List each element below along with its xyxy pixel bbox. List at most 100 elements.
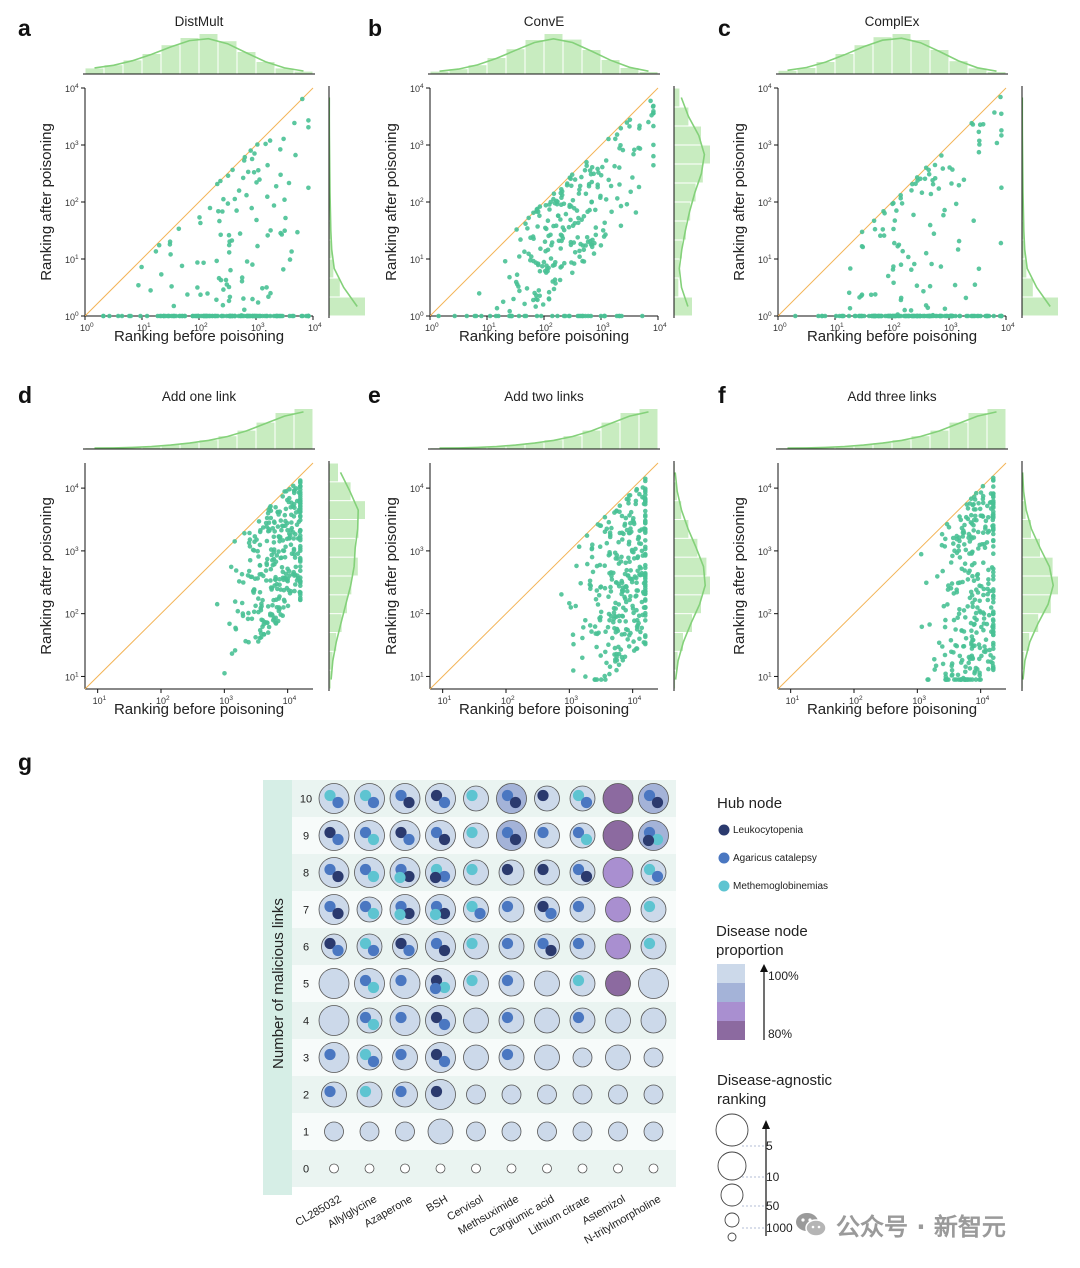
scatter-point (961, 644, 966, 649)
x-tick-base: 10 (773, 323, 783, 333)
scatter-point (233, 626, 239, 632)
scatter-point (940, 661, 946, 667)
scatter-point (620, 658, 626, 663)
scatter-point (265, 194, 270, 199)
scatter-point (906, 254, 911, 260)
scatter-point (292, 588, 297, 594)
hub-dot (324, 900, 336, 913)
scatter-point (257, 313, 263, 319)
scatter-point (246, 568, 252, 574)
scatter-point (637, 491, 642, 497)
scatter-point (991, 313, 997, 319)
scatter-point (638, 629, 643, 635)
scatter-point (266, 294, 271, 300)
scatter-point (941, 603, 947, 609)
scatter-point (284, 489, 289, 494)
scatter-point (973, 665, 979, 671)
scatter-point (576, 220, 581, 226)
hub-dot (395, 1085, 407, 1098)
scatter-point (634, 575, 639, 581)
right-histogram-bar (329, 520, 359, 538)
scatter-point (973, 490, 979, 496)
scatter-point (265, 556, 270, 562)
bubble (318, 1005, 350, 1036)
scatter-point (970, 573, 975, 579)
right-histogram-bar (674, 240, 682, 259)
scatter-point (511, 296, 516, 302)
scatter-point (623, 584, 628, 590)
scatter-point (265, 630, 271, 635)
scatter-point (582, 168, 588, 173)
scatter-point (640, 313, 645, 319)
hub-dot (580, 870, 593, 883)
hub-dot (332, 870, 344, 883)
scatter-point (291, 514, 297, 519)
scatter-point (927, 222, 933, 228)
scatter-point (932, 162, 938, 168)
scatter-point (603, 197, 609, 202)
scatter-point (243, 638, 248, 644)
hub-dot (395, 1048, 407, 1061)
x-tick-exponent: 2 (511, 695, 515, 702)
scatter-point (287, 533, 293, 538)
scatter-point (634, 588, 639, 593)
scatter-point (998, 240, 1004, 246)
top-histogram-bar (180, 443, 199, 449)
scatter-point (268, 290, 273, 296)
scatter-point (967, 595, 973, 601)
scatter-point (628, 509, 634, 515)
scatter-point (577, 183, 583, 189)
hub-dot (367, 1018, 380, 1031)
scatter-point (531, 210, 536, 216)
hub-dot (466, 937, 478, 950)
bubble (463, 1007, 489, 1034)
top-histogram-bar (256, 62, 275, 74)
y-tick-exponent: 4 (420, 483, 424, 490)
scatter-point (891, 226, 896, 232)
scatter-point (939, 313, 944, 319)
scatter-point (942, 652, 948, 658)
scatter-point (954, 587, 959, 592)
scatter-point (298, 548, 303, 553)
scatter-point (306, 118, 311, 123)
scatter-point (246, 540, 252, 546)
scatter-point (980, 500, 986, 506)
top-histogram-bar (873, 443, 892, 449)
scatter-point (965, 604, 970, 609)
scatter-point (956, 543, 961, 549)
scatter-point (966, 570, 971, 576)
scatter-point (935, 574, 940, 579)
scatter-point (249, 205, 254, 211)
scatter-point (617, 618, 622, 624)
proportion-label-low: 80% (768, 1027, 792, 1041)
scatter-point (971, 517, 977, 523)
scatter-point (846, 290, 852, 296)
scatter-point (195, 260, 200, 265)
scatter-point (912, 261, 917, 267)
scatter-point (615, 196, 620, 201)
scatter-point (816, 313, 821, 319)
scatter-point (921, 289, 926, 294)
scatter-point (608, 183, 614, 189)
scatter-point (278, 534, 283, 540)
scatter-point (930, 178, 935, 183)
bubble (506, 1163, 517, 1174)
scatter-point (571, 206, 577, 211)
scatter-point (255, 548, 260, 554)
scatter-point (198, 292, 203, 298)
scatter-point (992, 110, 997, 115)
scatter-point (577, 254, 582, 259)
scatter-point (617, 165, 622, 170)
scatter-point (977, 656, 982, 662)
x-axis-label: Ranking before poisoning (807, 701, 977, 718)
diagonal-line (777, 462, 1007, 690)
scatter-point (629, 529, 634, 535)
right-histogram-bar (674, 259, 680, 278)
scatter-point (598, 609, 604, 615)
y-tick-label: 101 (65, 254, 79, 265)
scatter-point (598, 677, 604, 682)
proportion-swatch (717, 983, 745, 1002)
ranking-legend-circle (720, 1183, 744, 1207)
scatter-point (951, 617, 957, 623)
